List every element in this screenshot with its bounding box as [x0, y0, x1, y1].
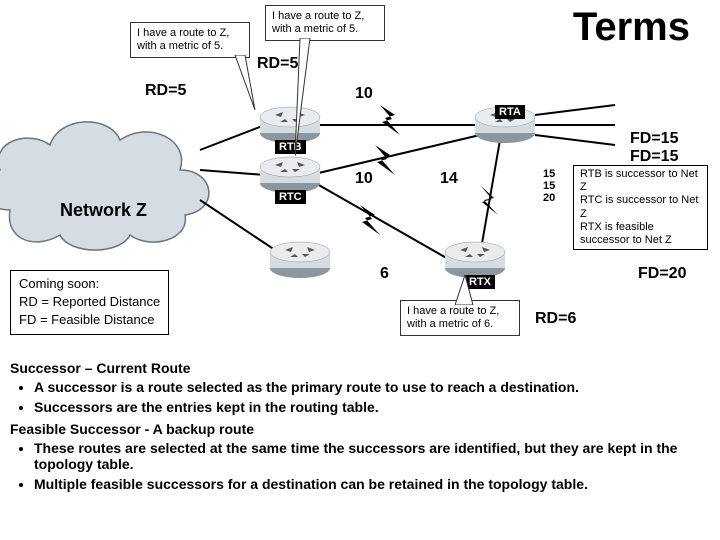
metric-6: 6: [380, 265, 389, 283]
successor-box: RTB is successor to Net Z RTC is success…: [573, 165, 708, 250]
rd-label-2: RD=5: [145, 82, 186, 100]
metric-15-b: 15: [543, 180, 555, 192]
successor-heading: Successor – Current Route: [10, 360, 710, 376]
router-rtx: [440, 240, 510, 280]
metric-15-a: 15: [543, 168, 555, 180]
coming-soon-box: Coming soon: RD = Reported Distance FD =…: [10, 270, 169, 335]
succ-line3: RTX is feasible successor to Net Z: [580, 221, 701, 247]
fd-label-1: FD=15: [630, 130, 678, 148]
succ-line1: RTB is successor to Net Z: [580, 168, 701, 194]
coming-line3: FD = Feasible Distance: [19, 311, 160, 329]
cloud-label: Network Z: [60, 200, 147, 221]
router-rtx-label: RTX: [465, 275, 495, 289]
metric-20: 20: [543, 192, 555, 204]
feasible-heading: Feasible Successor - A backup route: [10, 421, 710, 437]
callout-rtx: I have a route to Z, with a metric of 6.: [400, 300, 520, 336]
router-rtb: [255, 105, 325, 145]
metric-10-a: 10: [355, 85, 373, 103]
metric-14: 14: [440, 170, 458, 188]
router-rtb-label: RTB: [275, 140, 306, 154]
router-rtc: [255, 155, 325, 195]
network-cloud: [0, 100, 230, 260]
callout-rtb: I have a route to Z, with a metric of 5.: [130, 22, 250, 58]
lightning-icon: [472, 180, 512, 220]
rd-label-3: RD=6: [535, 310, 576, 328]
router-extra: [265, 240, 335, 280]
bullet-2: Successors are the entries kept in the r…: [34, 399, 710, 415]
fd-label-2: FD=15: [630, 148, 678, 166]
metric-10-b: 10: [355, 170, 373, 188]
coming-line2: RD = Reported Distance: [19, 293, 160, 311]
fd-label-3: FD=20: [638, 265, 686, 283]
callout-rtc: I have a route to Z, with a metric of 5.: [265, 5, 385, 41]
rd-label-1: RD=5: [257, 55, 298, 73]
router-rta-label: RTA: [495, 105, 525, 119]
lightning-icon: [350, 200, 390, 240]
bullet-1: A successor is a route selected as the p…: [34, 379, 710, 395]
page-title: Terms: [573, 5, 690, 50]
lightning-icon: [370, 100, 410, 140]
succ-line2: RTC is successor to Net Z: [580, 194, 701, 220]
bullet-4: Multiple feasible successors for a desti…: [34, 476, 710, 492]
body-text: Successor – Current Route A successor is…: [10, 360, 710, 498]
router-rtc-label: RTC: [275, 190, 306, 204]
coming-line1: Coming soon:: [19, 275, 160, 293]
bullet-3: These routes are selected at the same ti…: [34, 440, 710, 472]
